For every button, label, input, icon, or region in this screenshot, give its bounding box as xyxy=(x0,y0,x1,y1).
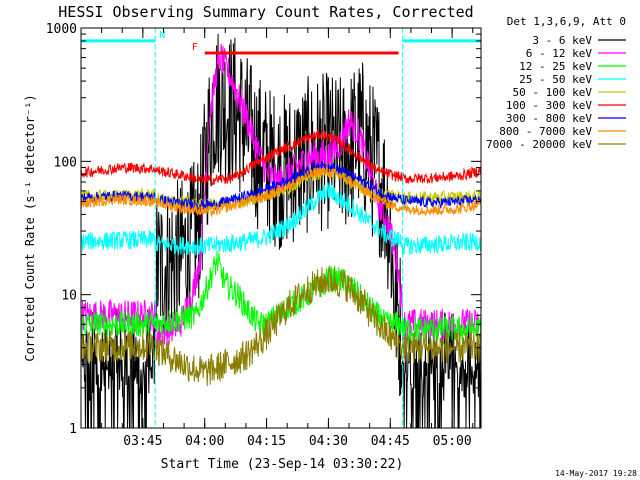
series-line-9 xyxy=(80,265,482,386)
series-line-7 xyxy=(80,161,481,211)
legend-label-6: 100 - 300 keV xyxy=(506,99,592,112)
legend-header: Det 1,3,6,9, Att 0 xyxy=(507,15,626,28)
legend-label-5: 50 - 100 keV xyxy=(513,86,593,99)
flag-label-1: N xyxy=(159,30,165,41)
legend-label-1: 3 - 6 keV xyxy=(532,34,592,47)
y-axis-label: Corrected Count Rate (s⁻¹ detector⁻¹) xyxy=(23,94,37,361)
legend-label-2: 6 - 12 keV xyxy=(526,47,593,60)
x-axis: 03:45 04:00 04:15 04:30 04:45 05:00 xyxy=(80,28,474,449)
series-line-4 xyxy=(80,182,482,256)
y-tick-label-3: 100 xyxy=(54,155,77,170)
legend-label-9: 7000 - 20000 keV xyxy=(486,138,592,151)
y-tick-label-1: 1 xyxy=(69,422,77,437)
x-tick-label-1: 03:45 xyxy=(123,434,162,449)
series-group xyxy=(80,33,482,429)
x-tick-label-2: 04:00 xyxy=(185,434,224,449)
x-tick-label-6: 05:00 xyxy=(433,434,472,449)
flags-group: NF xyxy=(81,30,481,55)
series-line-8 xyxy=(80,165,482,218)
date-stamp: 14-May-2017 19:28 xyxy=(555,469,637,478)
series-line-6 xyxy=(80,129,482,186)
plot-frame xyxy=(80,27,482,429)
gap-lines xyxy=(154,28,404,428)
y-tick-label-2: 10 xyxy=(61,289,77,304)
x-tick-label-5: 04:45 xyxy=(371,434,410,449)
x-axis-label: Start Time (23-Sep-14 03:30:22) xyxy=(161,457,404,472)
y-axis: 1 10 100 1000 xyxy=(46,22,481,437)
x-tick-label-4: 04:30 xyxy=(309,434,348,449)
flag-label-3: F xyxy=(192,42,198,53)
x-tick-label-3: 04:15 xyxy=(247,434,286,449)
y-tick-label-4: 1000 xyxy=(46,22,77,37)
legend-label-4: 25 - 50 keV xyxy=(519,73,592,86)
legend-label-8: 800 - 7000 keV xyxy=(499,125,592,138)
chart-title: HESSI Observing Summary Count Rates, Cor… xyxy=(58,3,473,21)
legend-label-7: 300 - 800 keV xyxy=(506,112,592,125)
legend-label-3: 12 - 25 keV xyxy=(519,60,592,73)
